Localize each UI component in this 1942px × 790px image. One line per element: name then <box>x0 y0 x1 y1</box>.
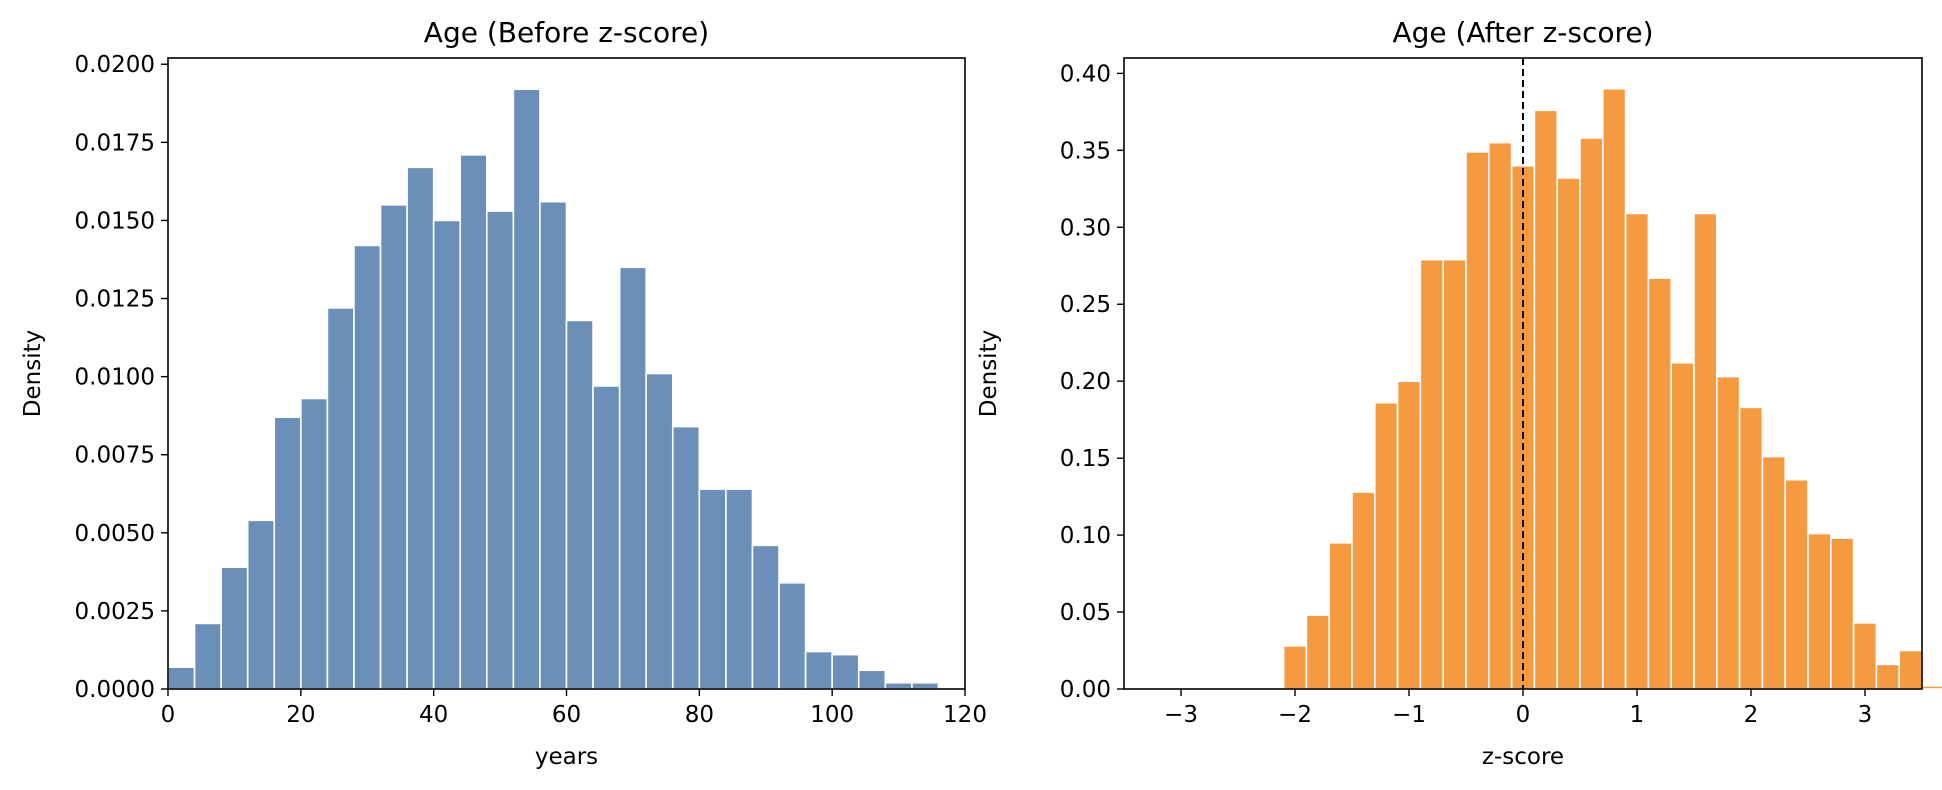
after-histogram-bar <box>1624 212 1650 690</box>
after-y-tick-label: 0.35 <box>1060 138 1111 164</box>
after-histogram-bar <box>1556 177 1581 690</box>
before-x-tick-label: 100 <box>810 702 854 728</box>
before-y-tick-label: 0.0150 <box>75 208 155 234</box>
before-histogram-bar <box>300 397 329 690</box>
before-histogram-bar <box>645 372 674 690</box>
after-histogram-bar <box>1602 87 1627 690</box>
after-y-tick-label: 0.25 <box>1060 292 1111 318</box>
before-histogram-bar <box>539 200 568 690</box>
after-x-tick-label: 0 <box>1516 702 1531 728</box>
before-histogram-bar <box>592 385 621 690</box>
before-y-tick-label: 0.0000 <box>75 677 155 703</box>
before-histogram-bar <box>778 581 807 690</box>
after-histogram-bar <box>1807 532 1832 690</box>
after-histogram-bar <box>1761 455 1787 690</box>
before-y-tick-label: 0.0175 <box>75 130 155 156</box>
before-histogram-bar <box>857 669 887 690</box>
after-histogram-bar <box>1351 491 1376 690</box>
after-histogram-bar <box>1898 649 1923 690</box>
after-histogram-bar <box>1374 401 1399 690</box>
after-histogram-bar <box>1579 137 1604 690</box>
after-y-tick-label: 0.40 <box>1060 61 1111 87</box>
after-y-tick-label: 0.05 <box>1060 600 1111 626</box>
before-histogram-bar <box>831 653 860 690</box>
after-x-axis-label: z-score <box>1482 744 1564 770</box>
before-x-axis-label: years <box>535 744 598 770</box>
after-x-tick-label: −3 <box>1164 702 1198 728</box>
before-y-tick-label: 0.0200 <box>75 52 155 78</box>
before-histogram-bar <box>432 219 462 690</box>
after-histogram-bar <box>1784 478 1809 690</box>
before-histogram-bar <box>353 244 382 690</box>
before-histogram-bar <box>326 307 355 690</box>
after-y-tick-label: 0.15 <box>1060 446 1111 472</box>
before-histogram-bar <box>911 681 940 690</box>
after-histogram-bar <box>1282 645 1308 690</box>
after-y-tick-label: 0.00 <box>1060 677 1111 703</box>
after-histogram-bar <box>1488 141 1513 690</box>
after-x-tick-label: 3 <box>1858 702 1873 728</box>
after-histogram-bar <box>1875 663 1901 690</box>
before-histogram-bar <box>459 154 488 690</box>
before-y-tick-label: 0.0125 <box>75 287 155 313</box>
before-histogram-bar <box>671 425 701 690</box>
before-histogram-bar <box>884 681 913 690</box>
before-x-tick-label: 80 <box>685 702 714 728</box>
before-histogram-bar <box>618 266 648 690</box>
before-x-tick-label: 120 <box>943 702 987 728</box>
before-histogram-bar <box>246 519 276 690</box>
before-histogram-bar <box>512 88 541 690</box>
before-histogram-bar <box>751 544 780 690</box>
before-histogram-bar <box>485 210 515 690</box>
before-x-tick-label: 20 <box>286 702 315 728</box>
after-histogram-bar <box>1305 614 1331 690</box>
after-y-tick-label: 0.30 <box>1060 215 1111 241</box>
after-histogram-bar <box>1396 380 1422 690</box>
before-y-tick-label: 0.0025 <box>75 599 155 625</box>
before-x-tick-label: 40 <box>419 702 448 728</box>
after-histogram-bar <box>1328 541 1353 690</box>
before-histogram-bar <box>273 416 302 690</box>
before-y-tick-label: 0.0050 <box>75 521 155 547</box>
after-histogram-bar <box>1647 277 1673 690</box>
after-histogram-bar <box>1830 537 1855 690</box>
before-histogram-bar <box>167 666 196 690</box>
before-x-tick-label: 60 <box>552 702 581 728</box>
after-histogram-bar <box>1738 406 1764 690</box>
after-histogram-bar <box>1533 109 1559 690</box>
before-histogram-bar <box>193 622 222 690</box>
before-histogram-bar <box>725 488 754 690</box>
after-histogram-bar <box>1442 258 1467 690</box>
before-histogram-bar <box>698 488 727 690</box>
before-histogram-bar <box>220 566 249 690</box>
before-y-axis-label: Density <box>20 330 46 417</box>
before-histogram-bar <box>379 204 408 690</box>
before-histogram-bar <box>406 166 435 690</box>
after-histogram-bar <box>1465 151 1490 690</box>
after-histogram-bar <box>1419 258 1445 690</box>
before-y-tick-label: 0.0100 <box>75 365 155 391</box>
after-y-tick-label: 0.10 <box>1060 523 1111 549</box>
after-histogram-bar <box>1716 375 1741 690</box>
before-histogram-bar <box>565 319 594 690</box>
before-y-tick-label: 0.0075 <box>75 443 155 469</box>
before-chart-title: Age (Before z-score) <box>424 16 709 49</box>
after-y-axis-label: Density <box>976 330 1002 417</box>
after-chart-title: Age (After z-score) <box>1392 16 1653 49</box>
after-histogram-bar <box>1670 361 1695 690</box>
after-x-tick-label: 1 <box>1630 702 1645 728</box>
after-x-tick-label: 2 <box>1744 702 1759 728</box>
after-histogram-bar <box>1921 685 1942 690</box>
after-x-tick-label: −1 <box>1392 702 1426 728</box>
before-histogram-bar <box>804 650 833 690</box>
after-histogram-bar <box>1693 212 1718 690</box>
after-x-tick-label: −2 <box>1278 702 1312 728</box>
before-x-tick-label: 0 <box>161 702 176 728</box>
after-histogram-bar <box>1852 622 1878 690</box>
after-y-tick-label: 0.20 <box>1060 369 1111 395</box>
